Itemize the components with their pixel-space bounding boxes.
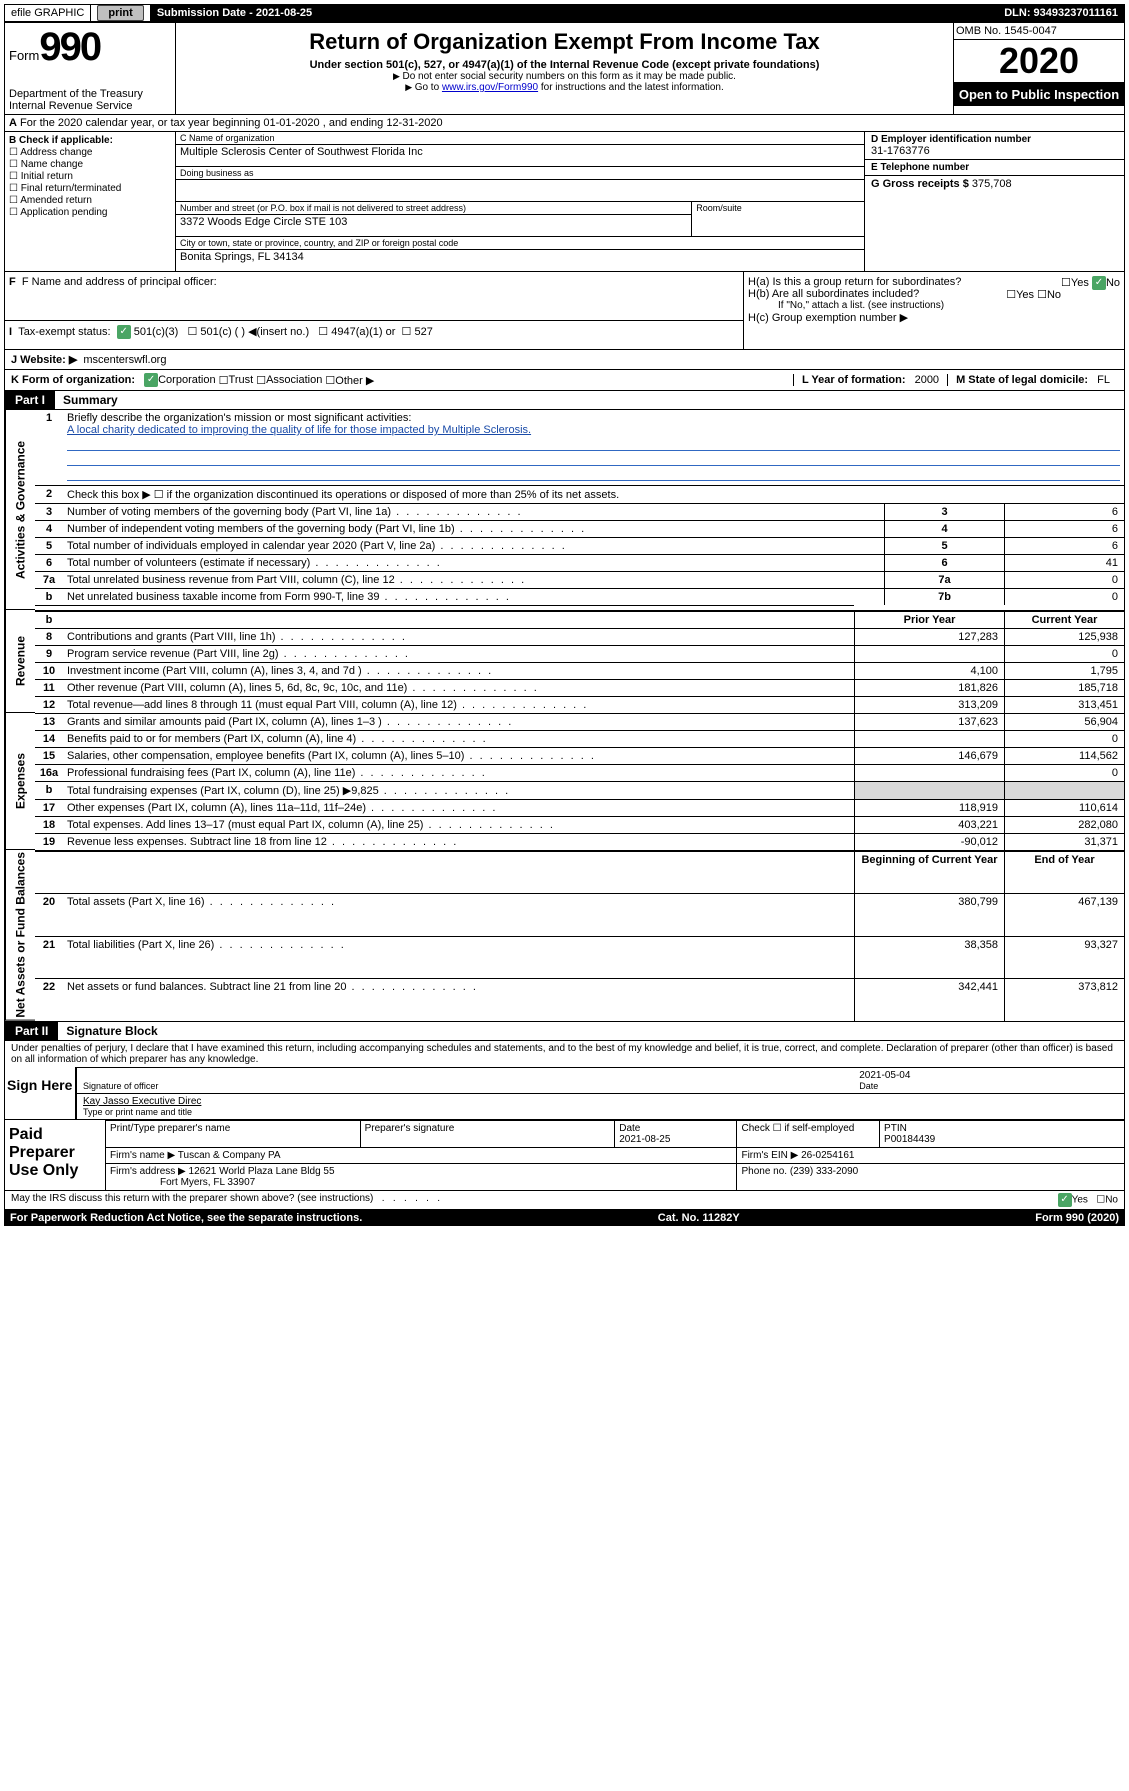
prep-sig-hdr: Preparer's signature — [360, 1120, 615, 1147]
hc-label: H(c) Group exemption number ▶ — [748, 311, 1120, 324]
ein-label: D Employer identification number — [871, 134, 1118, 145]
ptin-val: P00184439 — [884, 1134, 935, 1145]
sig-date: 2021-05-04 — [859, 1070, 1118, 1081]
check-icon: ✓ — [117, 325, 131, 339]
check-icon: ✓ — [1058, 1193, 1072, 1207]
officer-name-label: Type or print name and title — [83, 1107, 1118, 1117]
mission-description: Briefly describe the organization's miss… — [63, 410, 1124, 485]
form-number: 990 — [39, 25, 100, 69]
firm-name: Tuscan & Company PA — [178, 1150, 281, 1161]
tax-year: 2020 — [954, 40, 1124, 83]
open-inspection: Open to Public Inspection — [954, 83, 1124, 106]
footer-bar: For Paperwork Reduction Act Notice, see … — [4, 1210, 1125, 1226]
cb-pending[interactable]: Application pending — [9, 207, 171, 218]
cb-initial-return[interactable]: Initial return — [9, 171, 171, 182]
print-button[interactable]: print — [97, 5, 143, 21]
city-val: Bonita Springs, FL 34134 — [176, 250, 864, 271]
firm-addr2: Fort Myers, FL 33907 — [160, 1177, 255, 1188]
cb-final-return[interactable]: Final return/terminated — [9, 183, 171, 194]
phone-label: E Telephone number — [871, 162, 1118, 173]
perjury-text: Under penalties of perjury, I declare th… — [5, 1041, 1124, 1067]
row-klm: K Form of organization: ✓ Corporation ☐ … — [4, 370, 1125, 391]
officer-label: F F Name and address of principal office… — [9, 276, 739, 288]
pra-notice: For Paperwork Reduction Act Notice, see … — [10, 1212, 362, 1224]
cat-no: Cat. No. 11282Y — [658, 1212, 740, 1224]
summary-table: Activities & Governance1Briefly describe… — [4, 410, 1125, 1022]
section-bcd: B Check if applicable: Address change Na… — [4, 132, 1125, 272]
signature-block: Under penalties of perjury, I declare th… — [4, 1041, 1125, 1120]
side-label-expenses: Expenses — [5, 713, 35, 850]
omb-number: OMB No. 1545-0047 — [954, 23, 1124, 40]
cb-amended[interactable]: Amended return — [9, 195, 171, 206]
row-j: J Website: ▶ mscenterswfl.org — [4, 350, 1125, 370]
dept-treasury: Department of the Treasury — [9, 88, 171, 100]
form-word: Form — [9, 48, 39, 63]
subtitle-2: Do not enter social security numbers on … — [180, 71, 949, 82]
gross-val: 375,708 — [972, 178, 1012, 190]
prep-date: 2021-08-25 — [619, 1134, 670, 1145]
part2-header: Part II Signature Block — [4, 1022, 1125, 1041]
form-ref: Form 990 (2020) — [1035, 1212, 1119, 1224]
dln-label: DLN: 93493237011161 — [1004, 7, 1118, 19]
gross-label: G Gross receipts $ — [871, 178, 969, 190]
org-name-label: C Name of organization — [176, 132, 864, 145]
discuss-row: May the IRS discuss this return with the… — [4, 1191, 1125, 1210]
paid-preparer-label: Paid Preparer Use Only — [5, 1120, 105, 1190]
dba-label: Doing business as — [176, 167, 864, 180]
sig-date-label: Date — [859, 1081, 1118, 1091]
row-a: A For the 2020 calendar year, or tax yea… — [4, 115, 1125, 132]
addr-label: Number and street (or P.O. box if mail i… — [176, 202, 691, 215]
cb-address-change[interactable]: Address change — [9, 147, 171, 158]
side-label-governance: Activities & Governance — [5, 410, 35, 610]
section-fh: F F Name and address of principal office… — [4, 272, 1125, 350]
ha-label: H(a) Is this a group return for subordin… — [748, 276, 1120, 288]
firm-phone: (239) 333-2090 — [790, 1166, 858, 1177]
addr-val: 3372 Woods Edge Circle STE 103 — [176, 215, 691, 236]
subtitle-1: Under section 501(c), 527, or 4947(a)(1)… — [180, 59, 949, 71]
firm-ein: 26-0254161 — [801, 1150, 854, 1161]
room-label: Room/suite — [692, 202, 864, 214]
self-employed-check[interactable]: Check ☐ if self-employed — [737, 1120, 880, 1147]
tax-exempt-label: Tax-exempt status: — [18, 326, 110, 338]
org-name: Multiple Sclerosis Center of Southwest F… — [176, 145, 864, 167]
ein-val: 31-1763776 — [871, 145, 1118, 157]
irs-link[interactable]: www.irs.gov/Form990 — [442, 82, 538, 93]
paid-preparer: Paid Preparer Use Only Print/Type prepar… — [4, 1120, 1125, 1191]
side-label-netassets: Net Assets or Fund Balances — [5, 850, 35, 1021]
efile-label: efile GRAPHIC — [5, 5, 91, 21]
dba-val — [176, 180, 864, 202]
side-label-revenue: Revenue — [5, 610, 35, 713]
website-val: mscenterswfl.org — [83, 354, 166, 366]
firm-addr1: 12621 World Plaza Lane Bldg 55 — [189, 1166, 335, 1177]
sign-here-label: Sign Here — [5, 1067, 75, 1119]
prep-name-hdr: Print/Type preparer's name — [106, 1120, 361, 1147]
dept-irs: Internal Revenue Service — [9, 100, 171, 112]
h-note: If "No," attach a list. (see instruction… — [748, 300, 1120, 311]
form-title: Return of Organization Exempt From Incom… — [180, 29, 949, 55]
top-bar: efile GRAPHIC print Submission Date - 20… — [4, 4, 1125, 22]
city-label: City or town, state or province, country… — [176, 236, 864, 250]
officer-name: Kay Jasso Executive Direc — [83, 1096, 1118, 1107]
form-header: Form990 Department of the Treasury Inter… — [4, 22, 1125, 115]
cb-name-change[interactable]: Name change — [9, 159, 171, 170]
submission-date: Submission Date - 2021-08-25 — [157, 7, 312, 19]
part1-header: Part I Summary — [4, 391, 1125, 410]
check-if-applicable: B Check if applicable: Address change Na… — [5, 132, 175, 271]
sig-officer-label: Signature of officer — [83, 1081, 859, 1091]
